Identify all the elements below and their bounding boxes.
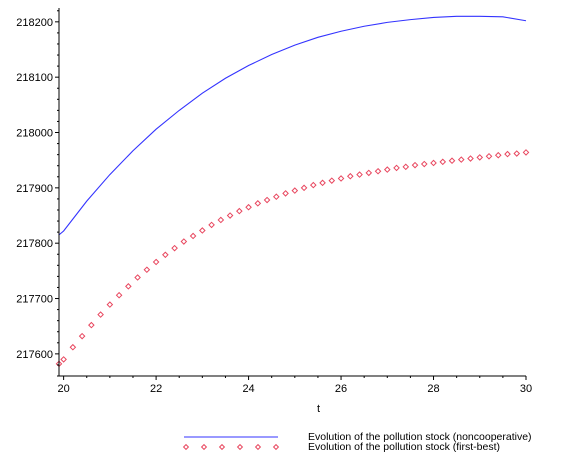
series-point-first-best bbox=[319, 179, 326, 187]
series-point-first-best bbox=[254, 200, 262, 207]
series-point-first-best bbox=[504, 150, 511, 158]
plot-area bbox=[55, 15, 530, 368]
series-point-first-best bbox=[291, 187, 299, 194]
series-point-first-best bbox=[78, 332, 86, 340]
x-axis-title: t bbox=[317, 403, 320, 415]
series-point-first-best bbox=[245, 203, 252, 211]
series-point-first-best bbox=[402, 163, 410, 171]
series-point-first-best bbox=[60, 356, 67, 363]
axes: 217600 217700 217800 217900 218000 218100 2182… bbox=[16, 8, 532, 415]
series-point-first-best bbox=[134, 274, 141, 281]
x-tick-label: 24 bbox=[242, 383, 254, 395]
y-tick-label: 217900 bbox=[16, 183, 53, 195]
series-point-first-best bbox=[374, 167, 382, 175]
y-tick-label: 217600 bbox=[16, 349, 53, 361]
series-point-first-best bbox=[208, 221, 215, 229]
legend-swatch-diamond bbox=[218, 443, 226, 451]
series-point-first-best bbox=[522, 149, 530, 156]
series-point-first-best bbox=[171, 244, 178, 252]
y-tick-label: 218100 bbox=[16, 72, 53, 84]
series-point-first-best bbox=[282, 190, 289, 197]
legend-swatch-diamond bbox=[272, 443, 280, 451]
series-point-first-best bbox=[328, 177, 336, 184]
series-point-first-best bbox=[162, 251, 169, 259]
legend-label: Evolution of the pollution stock (first-… bbox=[308, 441, 500, 453]
y-tick-label: 217700 bbox=[16, 294, 53, 306]
x-tick-label: 26 bbox=[335, 383, 347, 395]
y-tick-label: 218000 bbox=[16, 128, 53, 140]
series-point-first-best bbox=[300, 184, 308, 192]
x-tick-label: 30 bbox=[520, 383, 532, 395]
series-point-first-best bbox=[448, 157, 456, 165]
series-point-first-best bbox=[494, 151, 502, 159]
series-point-first-best bbox=[97, 311, 104, 318]
series-point-first-best bbox=[430, 159, 437, 167]
series-point-first-best bbox=[189, 232, 197, 240]
series-point-first-best bbox=[383, 166, 391, 173]
series-point-first-best bbox=[485, 152, 493, 160]
x-tick-label: 20 bbox=[57, 383, 69, 395]
legend-label: Evolution of the pollution stock (noncoo… bbox=[308, 431, 532, 443]
series-point-first-best bbox=[513, 150, 521, 157]
x-tick-label: 22 bbox=[150, 383, 162, 395]
y-tick-label: 217800 bbox=[16, 238, 53, 250]
series-point-first-best bbox=[365, 169, 373, 177]
series-point-first-best bbox=[143, 266, 151, 274]
series-point-first-best bbox=[393, 164, 400, 172]
y-tick-label: 218200 bbox=[16, 17, 53, 29]
series-point-first-best bbox=[69, 343, 77, 351]
x-tick-label: 28 bbox=[427, 383, 439, 395]
series-point-first-best bbox=[356, 171, 363, 178]
legend-swatch-diamond bbox=[200, 443, 208, 451]
legend-swatch-diamond bbox=[254, 443, 262, 451]
series-point-first-best bbox=[88, 321, 95, 329]
series-point-first-best bbox=[476, 154, 484, 161]
series-point-first-best bbox=[115, 291, 123, 299]
series-point-first-best bbox=[337, 175, 345, 182]
series-point-first-best bbox=[199, 227, 206, 234]
series-point-first-best bbox=[346, 172, 354, 180]
series-point-first-best bbox=[273, 193, 280, 201]
series-point-first-best bbox=[309, 181, 317, 189]
series-point-first-best bbox=[152, 258, 160, 266]
series-point-first-best bbox=[420, 160, 428, 168]
series-point-first-best bbox=[457, 156, 465, 163]
series-point-first-best bbox=[226, 212, 234, 219]
series-point-first-best bbox=[106, 301, 114, 308]
series-point-first-best bbox=[263, 196, 271, 204]
series-point-first-best bbox=[439, 158, 447, 166]
legend: Evolution of the pollution stock (noncoo… bbox=[182, 431, 532, 453]
legend-swatch-diamond bbox=[236, 443, 244, 451]
legend-swatch-diamond bbox=[182, 443, 190, 451]
series-point-first-best bbox=[180, 238, 188, 245]
series-line-noncooperative bbox=[58, 15, 527, 236]
series-point-first-best bbox=[125, 283, 132, 290]
series-point-first-best bbox=[236, 207, 243, 215]
series-point-first-best bbox=[467, 155, 474, 162]
series-point-first-best bbox=[411, 161, 419, 169]
series-point-first-best bbox=[217, 216, 225, 224]
